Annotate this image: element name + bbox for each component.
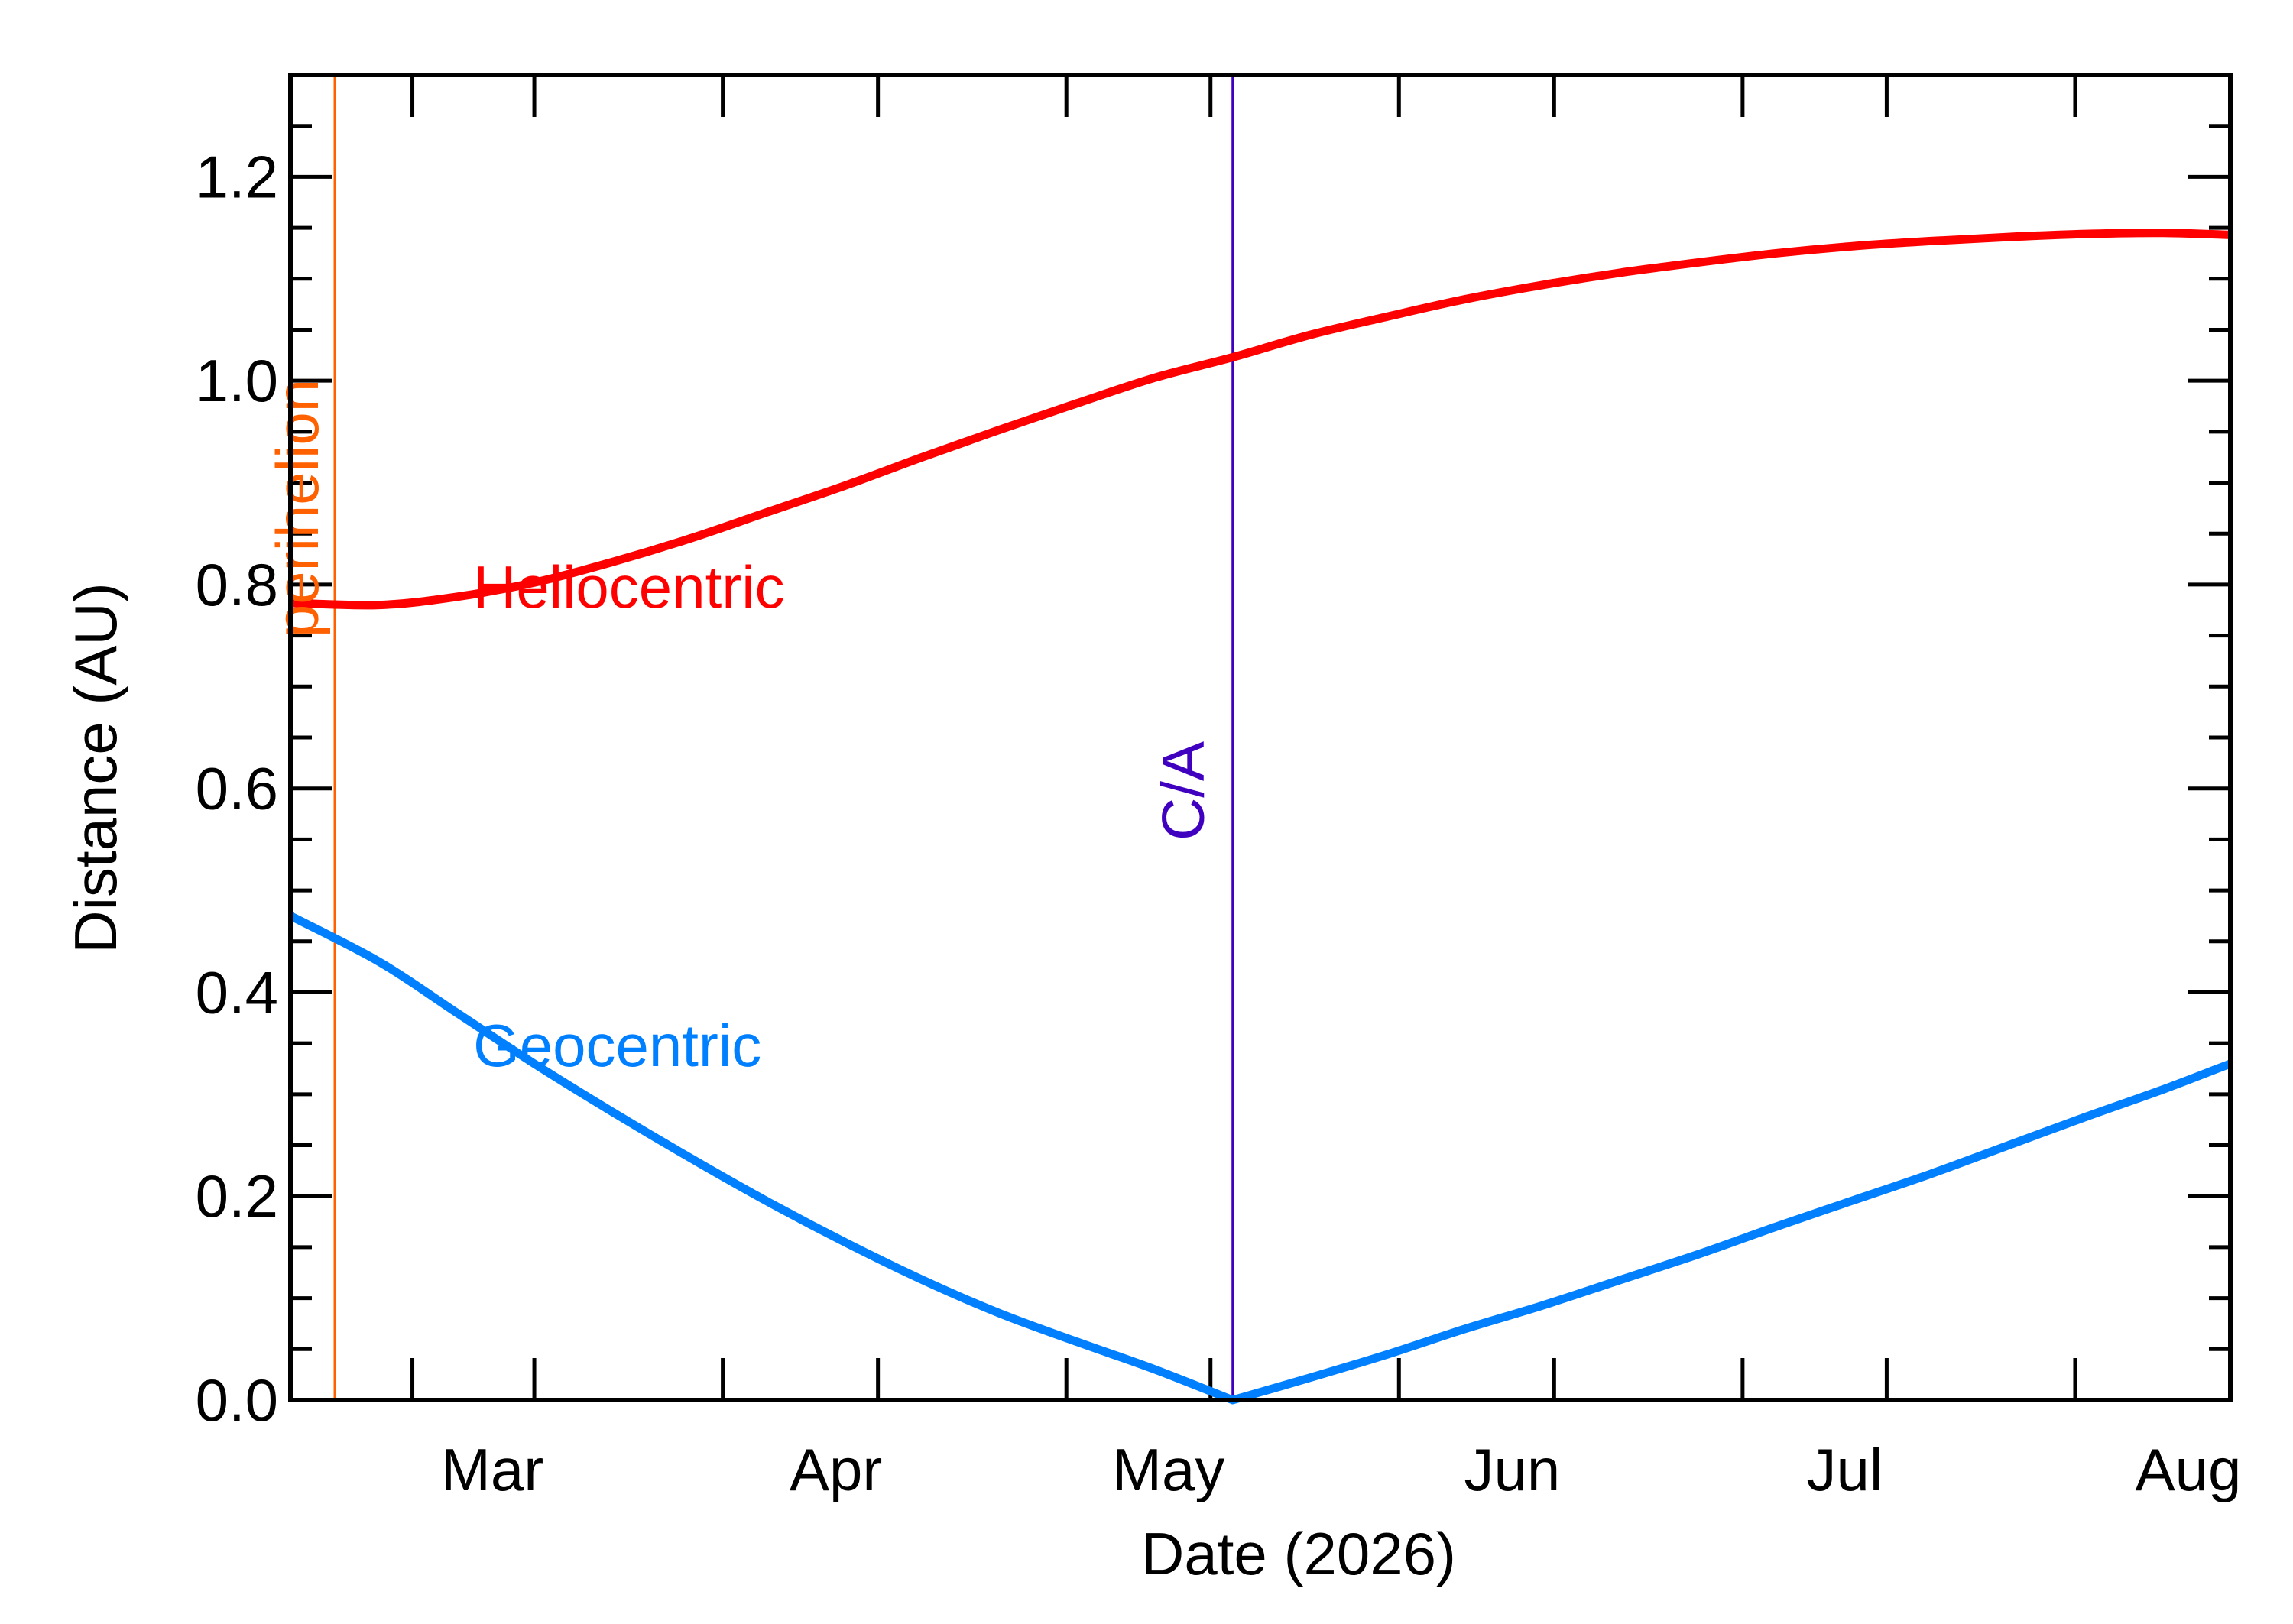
ticks-layer [290,73,2233,1402]
lines-layer [333,75,1234,1400]
y-axis-label: Distance (AU) [62,582,129,953]
y-tick-label: 1.0 [196,347,278,414]
x-tick-label: May [1112,1436,1224,1503]
labels-layer: 0.0 0.2 0.4 0.6 0.8 1.0 1.2 Mar Apr May Jun Jul Aug p… [196,143,2242,1503]
series-layer [288,229,2232,1405]
y-tick-label: 0.0 [196,1366,278,1434]
y-tick-label: 0.2 [196,1162,278,1230]
y-tick-label: 1.2 [196,143,278,210]
y-tick-label: 0.4 [196,958,278,1026]
y-tick-label: 0.8 [196,551,278,618]
series-line-heliocentric [290,229,2231,610]
x-tick-label: Jun [1464,1436,1560,1503]
x-tick-label: Apr [790,1436,882,1503]
x-tick-label: Aug [2136,1436,2242,1503]
annotation-label: C/A [1150,741,1217,841]
y-tick-label: 0.6 [196,755,278,822]
plot-frame [288,73,2233,1402]
x-axis-label: Date (2026) [1141,1520,1456,1587]
series-label: Heliocentric [473,553,784,621]
annotation-label: perihelion [264,379,331,637]
series-label: Geocentric [473,1012,761,1079]
x-tick-label: Jul [1807,1436,1883,1503]
series-line-geocentric [288,912,2232,1405]
x-tick-label: Mar [441,1436,543,1503]
